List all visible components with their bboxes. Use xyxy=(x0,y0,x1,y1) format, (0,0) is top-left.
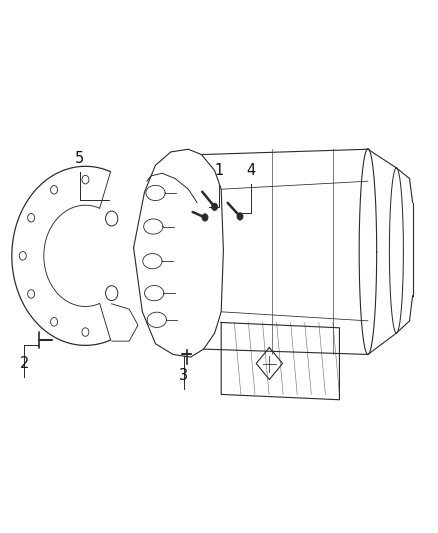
Text: 3: 3 xyxy=(180,368,188,383)
Text: 2: 2 xyxy=(19,356,29,371)
Text: 5: 5 xyxy=(75,151,85,166)
Circle shape xyxy=(202,214,208,221)
Circle shape xyxy=(237,213,243,220)
Circle shape xyxy=(212,203,218,211)
Text: 1: 1 xyxy=(214,163,224,178)
Text: 4: 4 xyxy=(246,163,255,178)
